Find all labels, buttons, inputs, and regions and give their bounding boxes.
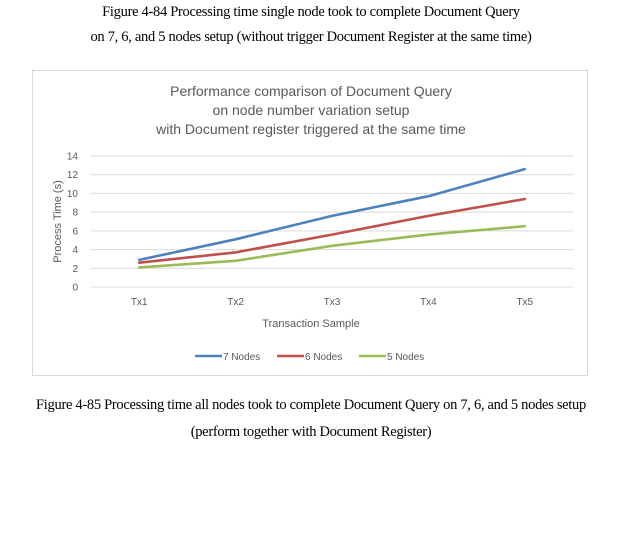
x-axis-title: Transaction Sample	[262, 318, 359, 330]
chart-title-line-3: with Document register triggered at the …	[155, 121, 466, 137]
figure-caption-top-line1: Figure 4-84 Processing time single node …	[102, 4, 520, 20]
y-tick-label-14: 14	[67, 152, 79, 163]
legend-label-3: 5 Nodes	[387, 352, 424, 363]
series-line-3	[137, 224, 527, 269]
chart-frame	[32, 70, 588, 376]
x-tick-label-tx1: Tx1	[131, 297, 148, 308]
figure-caption-bottom-line2: (perform together with Document Register…	[190, 424, 432, 440]
series-line-2	[137, 197, 527, 265]
y-tick-label-8: 8	[72, 208, 78, 219]
x-tick-label-tx5: Tx5	[516, 297, 533, 308]
series-line-1	[137, 167, 527, 262]
chart-title-line-2: on node number variation setup	[213, 102, 410, 118]
figure-caption-top-line2: on 7, 6, and 5 nodes setup (without trig…	[90, 29, 532, 45]
x-tick-label-tx3: Tx3	[324, 297, 341, 308]
chart-title-line-1: Performance comparison of Document Query	[170, 83, 452, 99]
y-tick-label-6: 6	[72, 226, 78, 237]
legend-label-2: 6 Nodes	[305, 352, 342, 363]
figure-caption-bottom-line1: Figure 4-85 Processing time all nodes to…	[36, 397, 586, 413]
y-tick-label-0: 0	[72, 283, 78, 294]
y-axis-title: Process Time (s)	[52, 180, 64, 263]
y-tick-label-4: 4	[72, 245, 78, 256]
y-tick-label-2: 2	[72, 264, 78, 275]
y-tick-label-12: 12	[67, 170, 79, 181]
y-tick-label-10: 10	[67, 189, 79, 200]
x-tick-label-tx2: Tx2	[227, 297, 244, 308]
legend-label-1: 7 Nodes	[223, 352, 260, 363]
x-tick-label-tx4: Tx4	[420, 297, 437, 308]
